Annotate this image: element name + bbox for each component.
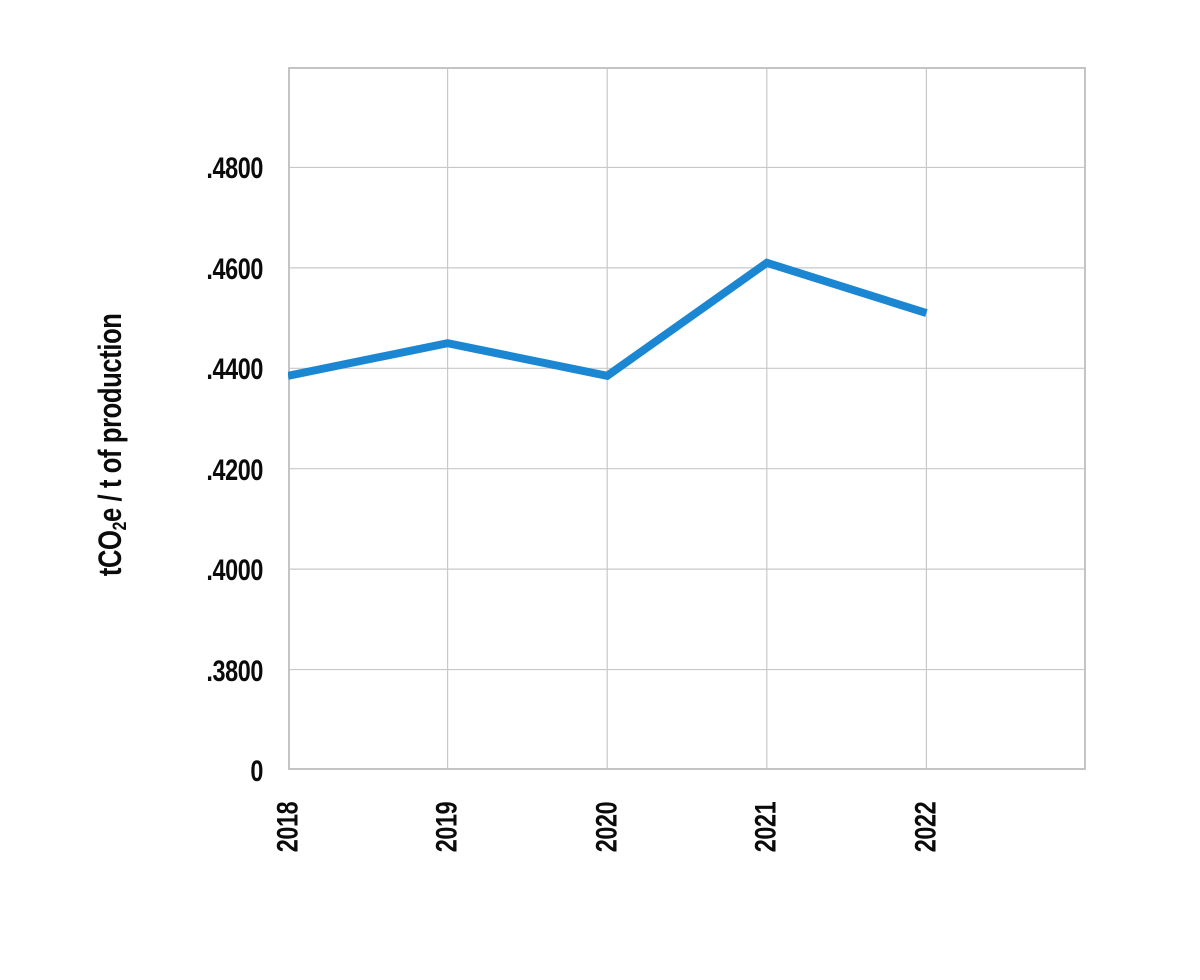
x-tick-label: 2018: [271, 801, 304, 853]
y-tick-label: .4800: [206, 152, 263, 186]
y-tick-label: .4000: [206, 554, 263, 588]
plot-area: [288, 67, 1086, 770]
x-tick-label: 2022: [909, 801, 943, 853]
data-line: [288, 258, 928, 381]
x-tick-label: 2020: [590, 801, 624, 853]
y-tick-label: 0: [250, 755, 263, 788]
subscript-2: 2: [108, 522, 131, 531]
y-tick-label: .4200: [206, 453, 263, 487]
x-tick-label: 2021: [749, 801, 783, 853]
plot-border: [288, 67, 1086, 770]
y-tick-label: .4400: [206, 353, 263, 387]
y-tick-label: .4600: [206, 252, 263, 286]
y-tick-label: .3800: [206, 654, 263, 688]
x-tick-label: 2019: [430, 801, 464, 853]
